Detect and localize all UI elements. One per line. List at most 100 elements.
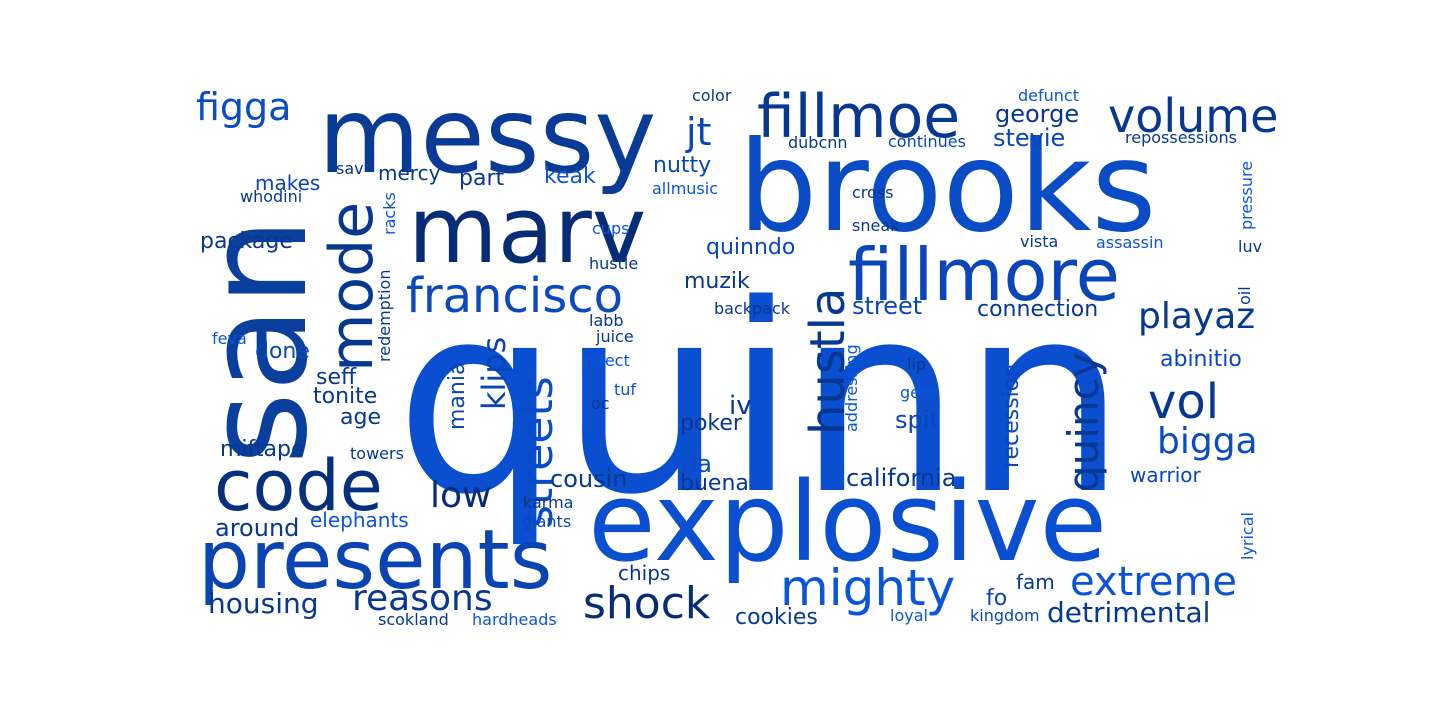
word-marv: marv <box>408 177 646 284</box>
word-color: color <box>692 86 732 105</box>
word-messy: messy <box>318 75 656 197</box>
word-presents: presents <box>198 513 552 608</box>
word-age: age <box>340 405 381 430</box>
word-seff: seff <box>316 365 357 390</box>
word-francisco: francisco <box>406 268 623 324</box>
word-da: da <box>682 450 712 478</box>
word-vol: vol <box>1148 374 1219 430</box>
word-george: george <box>995 100 1079 128</box>
word-karma: karma <box>523 493 573 512</box>
word-hustle: hustle <box>589 254 638 273</box>
word-chips: chips <box>618 561 670 585</box>
word-california: california <box>846 464 956 492</box>
word-allmusic: allmusic <box>652 179 718 198</box>
word-buena: buena <box>680 471 749 496</box>
word-connection: connection <box>977 297 1098 322</box>
word-sav: sav <box>336 159 364 178</box>
word-oil: oil <box>1235 286 1254 305</box>
word-recession: recession <box>999 364 1024 468</box>
word-sneak: sneak <box>852 216 900 235</box>
word-tuf: tuf <box>614 380 636 399</box>
word-mode: mode <box>317 202 387 372</box>
word-gets: gets <box>900 383 935 402</box>
word-pressure: pressure <box>1237 161 1256 230</box>
word-around: around <box>215 514 299 542</box>
word-explosive: explosive <box>588 458 1107 586</box>
word-brooks: brooks <box>738 115 1156 260</box>
word-klips: klips <box>475 337 513 410</box>
word-spit: spit <box>895 406 939 434</box>
word-volume: volume <box>1108 89 1278 143</box>
word-fo: fo <box>986 586 1007 611</box>
word-lyrical: lyrical <box>1238 512 1257 560</box>
word-kingdom: kingdom <box>970 606 1040 625</box>
word-code: code <box>214 445 383 527</box>
word-lip: lip <box>907 355 926 374</box>
word-direct: direct <box>584 351 630 370</box>
word-detrimental: detrimental <box>1047 596 1210 629</box>
word-jt: jt <box>685 110 711 154</box>
word-assassin: assassin <box>1096 233 1164 252</box>
word-poker: poker <box>680 411 743 436</box>
word-redemption: redemption <box>375 270 394 362</box>
word-iv: iv <box>729 391 752 421</box>
word-street: street <box>852 292 922 320</box>
word-san: san <box>176 218 339 465</box>
word-reasons: reasons <box>352 578 493 619</box>
word-repossessions: repossessions <box>1125 128 1237 147</box>
word-racks: racks <box>380 192 399 235</box>
word-loyal: loyal <box>890 606 928 625</box>
word-cross: cross <box>852 183 893 202</box>
word-done: done <box>255 339 310 364</box>
word-stevie: stevie <box>993 124 1065 152</box>
word-figga: figga <box>196 85 291 129</box>
word-labb: labb <box>589 311 624 330</box>
word-streets: streets <box>512 376 563 528</box>
word-shock: shock <box>583 578 711 629</box>
word-abinitio: abinitio <box>1160 347 1242 372</box>
word-vista: vista <box>1020 232 1058 251</box>
word-part: part <box>459 166 504 191</box>
word-towers: towers <box>350 444 404 463</box>
word-makes: makes <box>255 171 320 195</box>
word-muzik: muzik <box>684 269 750 294</box>
word-keak: keak <box>544 164 596 189</box>
word-feva: feva <box>212 329 247 348</box>
word-cookies: cookies <box>735 605 818 630</box>
word-scokland: scokland <box>378 610 449 629</box>
word-low: low <box>430 475 491 516</box>
word-oc: oc <box>591 394 610 413</box>
word-warrior: warrior <box>1130 463 1202 487</box>
word-fam: fam <box>1016 570 1055 594</box>
word-quinn: quinn <box>395 250 1127 552</box>
word-continues: continues <box>888 132 966 151</box>
word-mighty: mighty <box>780 559 955 617</box>
word-hardheads: hardheads <box>472 610 557 629</box>
word-elephants: elephants <box>310 508 409 532</box>
word-quincy: quincy <box>1059 352 1108 492</box>
word-nutty: nutty <box>653 153 711 178</box>
word-package: package <box>200 229 293 254</box>
word-juice: juice <box>595 327 634 346</box>
word-mania: mania <box>445 362 470 430</box>
word-quinndo: quinndo <box>706 235 795 260</box>
word-miftape: miftape <box>220 437 305 462</box>
word-housing: housing <box>208 587 319 620</box>
word-cups: cups <box>592 219 629 238</box>
word-dubcnn: dubcnn <box>788 133 848 152</box>
word-fillmore: fillmore <box>848 233 1120 317</box>
word-whodini: whodini <box>240 187 302 206</box>
word-hustla: hustla <box>800 288 856 435</box>
word-cousin: cousin <box>550 465 627 493</box>
word-fillmoe: fillmoe <box>757 82 960 152</box>
word-giants: giants <box>522 512 571 531</box>
word-mercy: mercy <box>378 161 441 185</box>
word-bigga: bigga <box>1157 421 1258 462</box>
word-luv: luv <box>1238 237 1262 256</box>
word-defunct: defunct <box>1018 86 1079 105</box>
word-extreme: extreme <box>1070 559 1237 605</box>
word-tonite: tonite <box>313 384 377 409</box>
word-addressing: addressing <box>842 344 861 432</box>
word-playaz: playaz <box>1138 296 1255 337</box>
